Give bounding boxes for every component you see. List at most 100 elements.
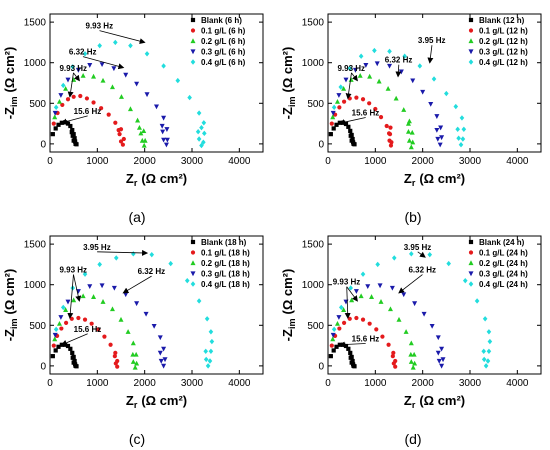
frequency-annotation: 3.95 Hz	[418, 36, 446, 45]
data-point	[444, 90, 449, 97]
data-point	[455, 126, 460, 132]
series-circle	[51, 93, 126, 147]
data-point	[417, 63, 423, 69]
data-point	[384, 123, 389, 129]
data-point	[410, 78, 416, 84]
x-axis-label: Zr (Ω cm²)	[404, 171, 465, 188]
data-point	[116, 127, 121, 133]
data-point	[387, 138, 392, 143]
nyquist-panel-1: 0 1000 2000 3000 4000 0 500 1000 1500 Zr (Ω cm²) -Z…	[2, 13, 264, 225]
data-point	[196, 136, 202, 142]
data-point	[352, 142, 357, 147]
legend-marker	[190, 38, 196, 44]
data-point	[328, 354, 333, 359]
frequency-annotation: 3.95 Hz	[404, 243, 432, 252]
nyquist-panel-3: 0 1000 2000 3000 4000 0 500 1000 1500 Zr (Ω cm²) -Z…	[2, 235, 264, 447]
legend-marker	[468, 38, 474, 44]
data-point	[437, 142, 443, 148]
data-point	[123, 72, 129, 78]
data-point	[59, 326, 64, 331]
data-point	[70, 64, 76, 70]
data-point	[135, 117, 141, 123]
data-point	[199, 142, 204, 149]
y-tick-label: 500	[307, 99, 324, 110]
annotation-arrow	[99, 30, 146, 45]
data-point	[402, 53, 407, 59]
data-point	[337, 105, 342, 110]
data-point	[360, 271, 366, 277]
data-point	[58, 93, 64, 98]
data-point	[158, 358, 164, 364]
data-point	[390, 354, 395, 359]
data-point	[203, 356, 209, 363]
legend-marker	[190, 260, 196, 266]
data-point	[435, 335, 441, 341]
x-tick-label: 0	[47, 378, 53, 389]
data-point	[118, 94, 124, 99]
series-triangle-down	[52, 62, 170, 148]
data-point	[106, 112, 111, 117]
y-tick-label: 1500	[24, 18, 47, 29]
data-point	[82, 271, 88, 277]
data-point	[412, 360, 418, 366]
data-point	[87, 63, 93, 68]
annotation-arrow	[82, 56, 125, 70]
data-point	[207, 358, 213, 364]
series-triangle-up	[330, 72, 416, 150]
legend-marker	[190, 28, 196, 33]
data-point	[393, 364, 398, 369]
data-point	[408, 351, 414, 357]
data-point	[56, 122, 61, 127]
data-point	[388, 125, 393, 130]
data-point	[160, 129, 166, 135]
data-point	[71, 94, 76, 99]
data-point	[71, 297, 77, 303]
legend-marker	[190, 17, 196, 23]
panel-tag: (d)	[404, 431, 421, 447]
data-point	[341, 320, 347, 325]
y-axis-label: -Zim(Ω cm²)	[280, 269, 297, 342]
legend-label: 0.4 g/L (6 h)	[201, 58, 246, 67]
legend-label: 0.4 g/L (24 h)	[479, 280, 528, 289]
data-point	[386, 342, 391, 347]
data-point	[164, 137, 170, 143]
data-point	[133, 351, 139, 357]
y-tick-label: 500	[29, 99, 46, 110]
data-point	[99, 283, 105, 289]
data-point	[369, 294, 375, 299]
x-tick-label: 2000	[412, 378, 435, 389]
data-point	[91, 73, 97, 79]
legend-marker	[468, 250, 474, 255]
frequency-annotation: 9.93 Hz	[86, 22, 114, 31]
frequency-annotation: 9.93 Hz	[333, 278, 361, 287]
data-point	[367, 73, 373, 79]
x-tick-label: 3000	[181, 378, 204, 389]
nyquist-panel-4: 0 1000 2000 3000 4000 0 500 1000 1500 Zr (Ω cm²) -Z…	[280, 235, 542, 447]
data-point	[462, 277, 468, 284]
data-point	[481, 348, 487, 354]
data-point	[401, 107, 407, 112]
data-point	[52, 332, 58, 338]
data-point	[53, 104, 59, 111]
data-point	[389, 285, 395, 291]
data-point	[141, 128, 147, 133]
data-point	[161, 137, 167, 143]
data-point	[123, 292, 129, 298]
legend-marker	[190, 59, 196, 65]
y-axis-label: -Zim(Ω cm²)	[2, 269, 19, 342]
data-point	[412, 301, 418, 307]
data-point	[348, 128, 353, 133]
frequency-annotation: 15.6 Hz	[74, 107, 102, 116]
data-point	[97, 42, 102, 49]
legend-label: 0.2 g/L (24 h)	[479, 259, 528, 268]
data-point	[51, 121, 56, 126]
data-point	[161, 363, 167, 369]
data-point	[405, 129, 411, 134]
data-point	[89, 321, 94, 326]
legend-label: Blank (18 h)	[201, 238, 247, 247]
data-point	[486, 329, 492, 335]
legend-label: 0.4 g/L (12 h)	[479, 58, 528, 67]
data-point	[65, 77, 71, 83]
legend-marker	[468, 271, 474, 277]
legend: Blank (12 h) 0.1 g/L (12 h)0.2 g/L (12 h)…	[468, 16, 528, 67]
